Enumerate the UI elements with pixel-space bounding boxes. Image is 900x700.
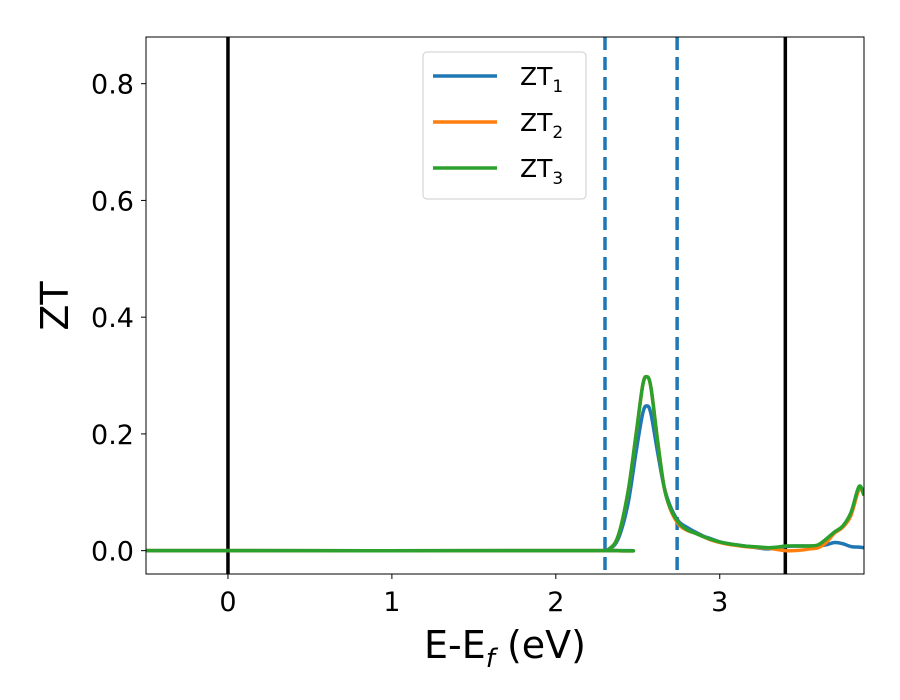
legend-box xyxy=(422,51,587,200)
legend-label-zt2: ZT2 xyxy=(520,108,563,143)
series-line-zt3 xyxy=(146,374,864,553)
x-tick-label: 0 xyxy=(219,587,236,618)
x-axis-title-suffix: (eV) xyxy=(495,623,586,667)
y-axis-title: ZT xyxy=(33,281,77,331)
series-lines xyxy=(146,374,864,553)
y-tick-label: 0.6 xyxy=(91,186,134,217)
y-tick-label: 0.4 xyxy=(91,303,134,334)
y-tick-label: 0.2 xyxy=(91,420,134,451)
reference-lines xyxy=(226,37,788,574)
y-tick-label: 0.0 xyxy=(91,537,134,568)
legend-label-zt1: ZT1 xyxy=(520,62,563,97)
y-tick-label: 0.8 xyxy=(91,70,134,101)
x-tick-label: 2 xyxy=(547,587,564,618)
legend-label-zt3: ZT3 xyxy=(520,154,563,189)
x-tick-label: 1 xyxy=(383,587,400,618)
y-axis-ticks: 0.0 0.2 0.4 0.6 0.8 xyxy=(91,70,146,568)
plot-area-frame xyxy=(145,36,865,575)
legend: ZT1 ZT2 ZT3 xyxy=(422,51,587,200)
x-axis-title-main: E-E xyxy=(424,623,486,667)
x-tick-label: 3 xyxy=(711,587,728,618)
x-axis-title: E-Ef (eV) xyxy=(424,623,586,674)
x-axis-ticks: 0 1 2 3 xyxy=(219,574,728,618)
